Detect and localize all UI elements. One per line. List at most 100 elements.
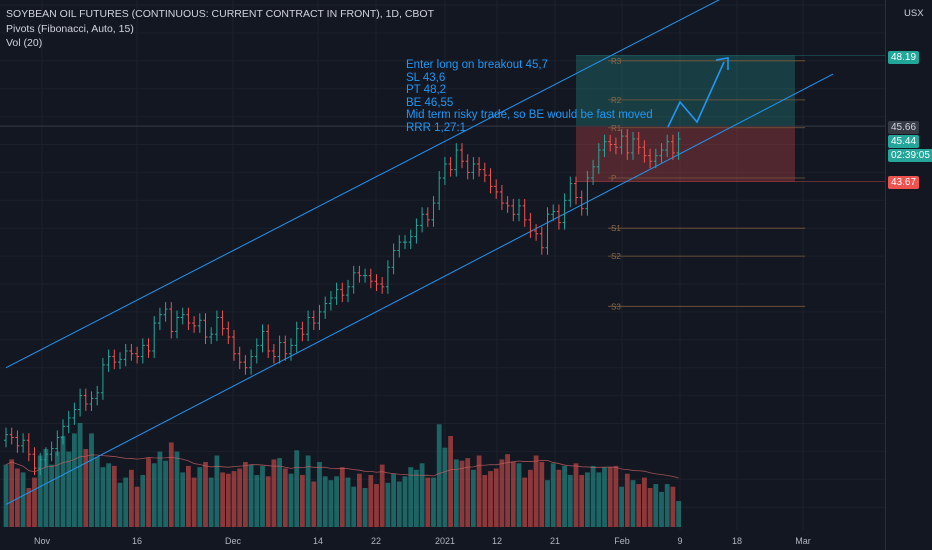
volume-bar [453,459,459,527]
volume-bar [636,484,642,527]
volume-bar [43,449,49,527]
volume-bar [66,451,72,527]
volume-bar [60,436,66,527]
volume-bar [659,491,664,527]
volume-bar [493,468,499,527]
volume-bar [607,467,613,527]
volume-bar [562,465,567,527]
volume-bar [203,462,208,527]
volume-bar [129,469,134,527]
volume-bar [647,488,653,527]
volume-bar [613,465,619,527]
volume-bar [579,475,585,527]
volume-bar [117,482,123,527]
volume-bar [545,480,550,527]
volume-bar [351,486,357,527]
pivot-label: S3 [611,302,621,311]
volume-bar [471,469,476,527]
volume-bar [442,447,448,527]
time-tick-label: Nov [34,536,51,546]
volume-bar [271,459,277,527]
volume-bar [220,472,225,527]
volume-bar [528,469,533,527]
volume-bar [573,463,579,527]
channel-line-lower [5,73,834,505]
volume-bar [94,456,100,527]
profit-zone [576,55,795,127]
volume-bar [510,462,516,527]
volume-bar [676,501,681,527]
volume-bar [140,475,146,527]
volume-bar [151,463,157,527]
note-line-be: BE 46,55 [406,96,454,109]
volume-bar [539,462,545,527]
volume-bar [448,436,453,527]
volume-bar [300,475,305,527]
symbol-title[interactable]: SOYBEAN OIL FUTURES (CONTINUOUS: CURRENT… [6,8,434,20]
volume-bar [362,488,368,527]
volume-bar [585,472,590,527]
volume-bar [83,449,89,527]
volume-bar [619,486,624,527]
volume-bar [89,433,94,527]
volume-bar [431,477,436,527]
volume-bar [408,467,414,527]
volume-bar [653,484,659,527]
volume-bar [305,455,311,527]
volume-bar [311,481,317,527]
volume-bar [317,462,322,527]
volume-bar [476,455,482,527]
volume-bar [146,458,151,527]
time-tick-label: 9 [677,536,682,546]
time-tick-label: 18 [732,536,742,546]
volume-bar [556,469,562,527]
volume-bar [260,465,265,527]
volume-bar [642,477,647,527]
volume-bar [180,472,186,527]
volume-bar [396,481,402,527]
time-tick-label: 14 [313,536,323,546]
volume-bar [425,477,431,527]
volume-bar [459,460,465,527]
chart-legend: SOYBEAN OIL FUTURES (CONTINUOUS: CURRENT… [6,7,434,51]
pivots-indicator-label[interactable]: Pivots (Fibonacci, Auto, 15) [6,22,134,35]
trade-note[interactable]: Enter long on breakout 45,7 SL 43,6 PT 4… [406,59,653,135]
volume-bar [482,475,488,527]
time-tick-label: 16 [132,536,142,546]
note-line-sl: SL 43,6 [406,71,446,84]
volume-bar [72,433,77,527]
volume-bar [391,473,396,527]
note-line-rrr: RRR 1,27:1 [406,121,467,134]
volume-bar [243,462,248,527]
currency-label: USX [904,8,924,19]
pivot-label: R3 [611,57,622,66]
volume-bar [123,477,129,527]
volume-bar [288,473,294,527]
volume-bar [368,475,374,527]
volume-bar [254,475,260,527]
volume-bar [3,464,9,527]
time-tick-label: Dec [225,536,242,546]
time-tick-label: 2021 [435,536,455,546]
stop-price-badge: 43.67 [888,176,920,189]
pivot-label: P [611,174,616,183]
volume-bar [596,472,602,527]
volume-bar [106,463,111,527]
price-axis[interactable] [885,0,932,550]
volume-bar [414,469,419,527]
volume-bar [49,464,54,527]
pivot-label: S2 [611,252,621,261]
volume-bar [339,467,345,527]
volume-bar [345,477,351,527]
volume-bar [499,459,505,527]
volume-ma-line [5,454,679,479]
volume-bar [294,450,300,527]
note-line-entry: Enter long on breakout 45,7 [406,59,548,71]
volume-bar [624,473,630,527]
volume-bar [77,423,83,527]
volume-bar [197,467,203,527]
channel-line-upper [5,0,720,369]
volume-bar [214,455,220,527]
volume-bar [505,454,510,527]
volume-indicator-label[interactable]: Vol (20) [6,37,43,49]
